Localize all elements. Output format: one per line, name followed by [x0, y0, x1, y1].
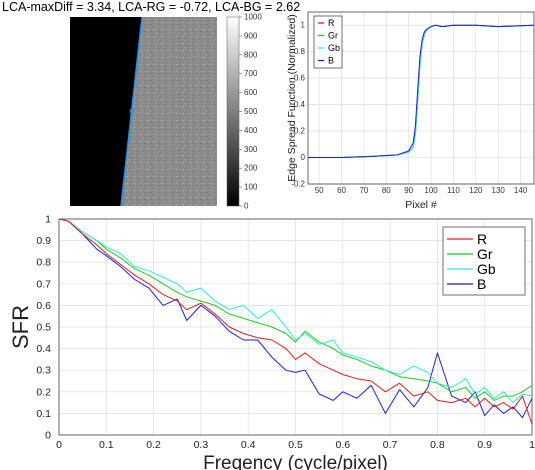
colorbar	[226, 16, 240, 207]
x-tick-label: 0.4	[241, 439, 256, 451]
y-tick-label: 0.8	[36, 257, 51, 269]
x-tick-label: 60	[337, 186, 346, 195]
legend-label-r: R	[477, 231, 487, 247]
colorbar-tick-label: 100	[244, 183, 258, 192]
y-tick-label: 0	[45, 430, 51, 442]
colorbar-tick-label: 400	[244, 126, 258, 135]
x-tick-label: 0.2	[146, 439, 161, 451]
y-tick-label: 0.1	[36, 408, 51, 420]
plot-frame	[58, 218, 533, 436]
series-line-gb	[58, 218, 533, 404]
x-tick-label: 1	[529, 439, 535, 451]
y-tick-label: 0.8	[294, 47, 306, 56]
y-tick-label: 0.6	[294, 74, 306, 83]
colorbar-tick-label: 900	[244, 31, 258, 40]
legend-label-gb: Gb	[477, 261, 496, 277]
colorbar-tick-label: 200	[244, 164, 258, 173]
esf-chart: 50 60 70 80 90 100 110 120 130 140 -0.2 0 0.2 0.4 0.6 0…	[286, 11, 535, 211]
plot-frame	[307, 11, 535, 185]
x-tick-label: 80	[382, 186, 391, 195]
x-tick-label: 100	[424, 186, 438, 195]
y-tick-label: 0.2	[294, 127, 306, 136]
series-line-r	[58, 218, 533, 425]
y-tick-label: 0.4	[294, 100, 306, 109]
y-tick-label: 0.6	[36, 300, 51, 312]
colorbar-tick-label: 500	[244, 107, 258, 116]
edge-image-dark-side	[70, 17, 142, 206]
x-axis-label: Freqency (cycle/pixel)	[203, 453, 388, 470]
y-tick-label: 1	[45, 214, 51, 226]
y-tick-label: -0.2	[291, 180, 305, 189]
colorbar-tick-label: 0	[244, 202, 249, 211]
colorbar-tick-label: 600	[244, 88, 258, 97]
x-tick-label: 0.1	[99, 439, 114, 451]
x-axis-label: Pixel #	[405, 199, 437, 211]
x-tick-label: 0.5	[288, 439, 303, 451]
y-tick-label: 0	[301, 153, 306, 162]
y-tick-label: 0.4	[36, 343, 51, 355]
x-tick-label: 50	[315, 186, 324, 195]
legend-label-gr: Gr	[328, 31, 338, 41]
x-tick-label: 0.3	[194, 439, 209, 451]
y-tick-label: 0.9	[36, 235, 51, 247]
y-axis-label: SFR	[8, 305, 33, 349]
edge-center-marker	[129, 108, 135, 114]
y-tick-label: 1	[301, 21, 306, 30]
y-tick-label: 0.5	[36, 322, 51, 334]
legend-label-b: B	[477, 276, 486, 292]
x-tick-label: 0.6	[335, 439, 350, 451]
colorbar-tick-label: 800	[244, 50, 258, 59]
x-tick-label: 0.9	[477, 439, 492, 451]
x-tick-label: 120	[469, 186, 483, 195]
x-tick-label: 70	[359, 186, 368, 195]
legend-label-r: R	[328, 18, 335, 28]
y-tick-label: 0.7	[36, 278, 51, 290]
x-tick-label: 0.7	[383, 439, 398, 451]
legend-label-b: B	[328, 56, 334, 66]
y-tick-label: 0.2	[36, 386, 51, 398]
x-tick-label: 140	[514, 186, 528, 195]
x-tick-label: 0.8	[430, 439, 445, 451]
x-tick-label: 0	[56, 439, 62, 451]
y-tick-label: 0.3	[36, 365, 51, 377]
x-tick-label: 90	[404, 186, 413, 195]
detected-edge-line	[120, 16, 143, 207]
colorbar-tick-label: 1000	[244, 13, 262, 22]
plot-area	[308, 12, 534, 184]
y-axis-label: Edge Spread Function (Normalized)	[286, 14, 298, 182]
lca-metrics-title: LCA-maxDiff = 3.34, LCA-RG = -0.72, LCA-…	[2, 0, 301, 14]
series-line-b	[308, 24, 535, 158]
legend-box	[313, 15, 343, 69]
x-tick-label: 110	[447, 186, 460, 195]
colorbar-tick-label: 700	[244, 69, 258, 78]
legend-label-gb: Gb	[328, 43, 340, 53]
sfr-chart: 0 0.1 0.2 0.3 0.4 0.5 0.6 0.7 0.8 0.9 1 0 0.1 0.2 0.3 0…	[8, 214, 535, 470]
colorbar-tick-label: 300	[244, 145, 258, 154]
legend-label-gr: Gr	[477, 246, 493, 262]
series-line-gr	[58, 218, 533, 401]
x-tick-label: 130	[492, 186, 506, 195]
